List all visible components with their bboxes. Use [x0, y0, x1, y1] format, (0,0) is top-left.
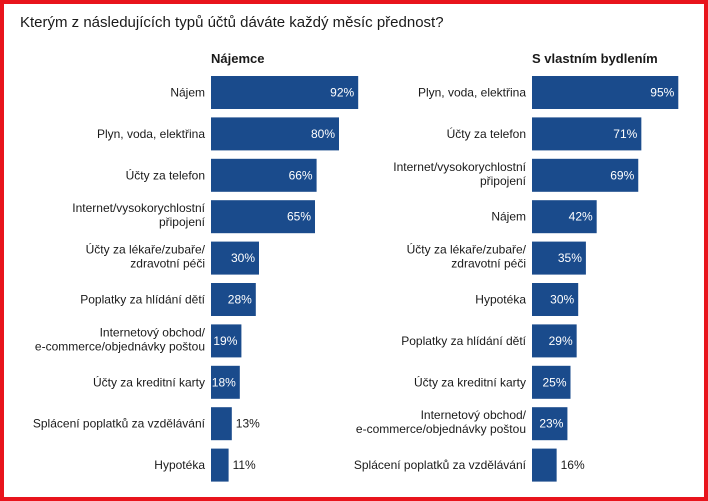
bar — [211, 283, 256, 316]
category-label: Poplatky za hlídání dětí — [401, 334, 526, 348]
bar — [211, 324, 242, 358]
bar — [211, 365, 240, 399]
category-label: Internetový obchod/e-commerce/objednávky… — [35, 325, 206, 353]
panel-title: Nájemce — [211, 51, 264, 66]
bar — [532, 324, 577, 358]
category-label: Poplatky za hlídání dětí — [80, 293, 205, 307]
value-label: 30% — [231, 251, 255, 265]
value-label: 69% — [610, 168, 634, 182]
category-label: Plyn, voda, elektřina — [418, 86, 526, 100]
category-label: Účty za kreditní karty — [414, 374, 526, 389]
category-label: Plyn, voda, elektřina — [97, 127, 205, 141]
value-label: 19% — [213, 334, 237, 348]
category-label: Hypotéka — [154, 458, 205, 472]
category-label: Účty za lékaře/zubaře/zdravotní péči — [86, 242, 206, 271]
value-label: 95% — [650, 86, 674, 100]
category-label: Nájem — [170, 86, 205, 100]
value-label: 71% — [613, 127, 637, 141]
category-label: Hypotéka — [475, 293, 526, 307]
bar — [532, 448, 557, 482]
value-label: 80% — [311, 127, 335, 141]
bar — [532, 76, 679, 109]
value-label: 28% — [228, 293, 252, 307]
value-label: 13% — [236, 417, 260, 431]
bar — [532, 158, 639, 192]
chart-title: Kterým z následujících typů účtů dáváte … — [20, 14, 444, 31]
bar — [211, 448, 229, 482]
value-label: 35% — [558, 251, 582, 265]
value-label: 16% — [561, 458, 585, 472]
value-label: 23% — [539, 417, 563, 431]
bar — [211, 241, 259, 275]
bar — [532, 117, 642, 151]
value-label: 29% — [549, 334, 573, 348]
category-label: Účty za telefon — [126, 167, 205, 182]
bar — [532, 200, 597, 234]
category-label: Nájem — [491, 210, 526, 224]
bar — [532, 365, 571, 399]
bar — [532, 283, 579, 316]
value-label: 25% — [542, 375, 566, 389]
bar — [211, 117, 339, 151]
category-label: Účty za kreditní karty — [93, 374, 205, 389]
value-label: 92% — [330, 86, 354, 100]
category-label: Internet/vysokorychlostní připojení — [72, 201, 205, 229]
value-label: 11% — [233, 458, 256, 472]
category-label: Účty za lékaře/zubaře/zdravotní péči — [407, 242, 527, 271]
value-label: 18% — [212, 375, 236, 389]
category-label: Účty za telefon — [447, 126, 526, 141]
bar — [211, 158, 317, 192]
bar — [211, 407, 232, 441]
panel-title: S vlastním bydlením — [532, 51, 658, 66]
value-label: 66% — [289, 168, 313, 182]
value-label: 30% — [550, 293, 574, 307]
bar — [211, 200, 315, 234]
bar — [532, 241, 586, 275]
value-label: 65% — [287, 210, 311, 224]
category-label: Splácení poplatků za vzdělávání — [354, 458, 527, 472]
bar — [532, 407, 568, 441]
category-label: Splácení poplatků za vzdělávání — [33, 417, 206, 431]
category-label: Internetový obchod/e-commerce/objednávky… — [356, 408, 527, 436]
category-label: Internet/vysokorychlostní připojení — [393, 160, 526, 188]
value-label: 42% — [569, 210, 593, 224]
bar — [211, 76, 359, 109]
